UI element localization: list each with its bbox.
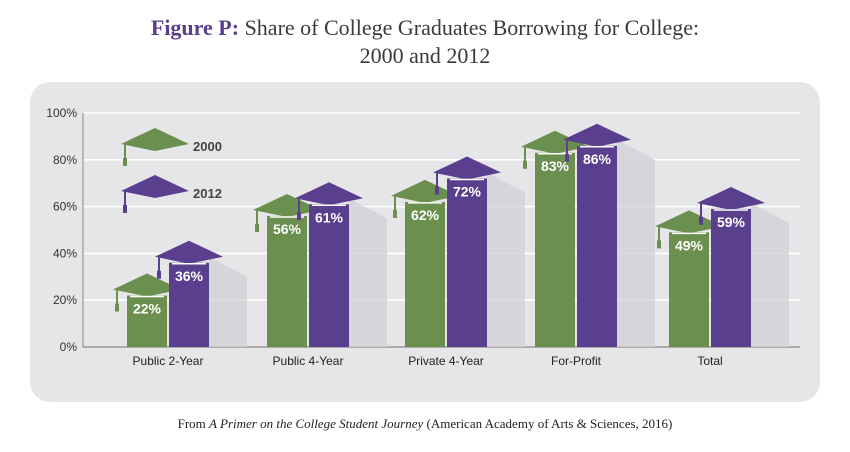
bar-2012-1 bbox=[309, 204, 349, 347]
y-tick-label: 100% bbox=[46, 106, 77, 120]
data-label: 83% bbox=[541, 158, 570, 174]
graduation-cap-icon bbox=[155, 240, 223, 279]
data-label: 61% bbox=[315, 209, 344, 225]
x-tick-label: Total bbox=[697, 354, 722, 368]
source-title: A Primer on the College Student Journey bbox=[209, 416, 424, 431]
bar-2000-0 bbox=[127, 295, 167, 347]
title-text: Share of College Graduates Borrowing for… bbox=[244, 15, 700, 40]
bar-2000-3 bbox=[535, 152, 575, 347]
data-label: 22% bbox=[133, 301, 162, 317]
source-publisher: (American Academy of Arts & Sciences, 20… bbox=[426, 416, 673, 431]
title-line-1: Figure P: Share of College Graduates Bor… bbox=[0, 14, 850, 42]
bar-shadow bbox=[617, 139, 655, 347]
data-label: 56% bbox=[273, 221, 302, 237]
bar-2012-2 bbox=[447, 178, 487, 347]
graduation-cap-icon bbox=[295, 182, 363, 221]
bar-shadow bbox=[349, 198, 387, 347]
graduation-cap-icon bbox=[521, 130, 589, 169]
graduation-cap-icon bbox=[655, 210, 723, 249]
data-label: 72% bbox=[453, 184, 482, 200]
x-tick-label: For-Profit bbox=[551, 354, 602, 368]
graduation-cap-icon bbox=[253, 193, 321, 232]
y-tick-label: 20% bbox=[53, 293, 77, 307]
y-tick-label: 40% bbox=[53, 246, 77, 260]
bar-2000-2 bbox=[405, 201, 445, 347]
figure-label: Figure P: bbox=[150, 15, 240, 40]
data-label: 49% bbox=[675, 237, 704, 253]
chart-title: Figure P: Share of College Graduates Bor… bbox=[0, 14, 850, 70]
bar-shadow bbox=[751, 202, 789, 347]
bar-2000-1 bbox=[267, 215, 307, 347]
data-label: 36% bbox=[175, 268, 204, 284]
x-tick-label: Public 4-Year bbox=[273, 354, 344, 368]
legend-label: 2012 bbox=[193, 186, 222, 201]
graduation-cap-icon bbox=[391, 179, 459, 218]
graduation-cap-icon bbox=[433, 156, 501, 195]
data-label: 62% bbox=[411, 207, 440, 223]
x-tick-label: Private 4-Year bbox=[408, 354, 484, 368]
title-line-2: 2000 and 2012 bbox=[359, 43, 491, 68]
graduation-cap-icon bbox=[697, 186, 765, 225]
x-tick-label: Public 2-Year bbox=[133, 354, 204, 368]
source-note: From A Primer on the College Student Jou… bbox=[0, 416, 850, 432]
legend-cap-icon bbox=[121, 175, 189, 213]
legend-label: 2000 bbox=[193, 139, 222, 154]
bar-2012-0 bbox=[169, 262, 209, 347]
bar-shadow bbox=[487, 172, 525, 347]
bar-shadow bbox=[209, 256, 247, 347]
y-tick-label: 80% bbox=[53, 153, 77, 167]
graduation-cap-icon bbox=[113, 273, 181, 312]
data-label: 86% bbox=[583, 151, 612, 167]
source-prefix: From bbox=[177, 416, 206, 431]
legend-cap-icon bbox=[121, 128, 189, 166]
y-tick-label: 60% bbox=[53, 200, 77, 214]
bar-2012-4 bbox=[711, 208, 751, 347]
bar-2000-4 bbox=[669, 232, 709, 347]
y-tick-label: 0% bbox=[60, 340, 78, 354]
graduation-cap-icon bbox=[563, 123, 631, 162]
bar-2012-3 bbox=[577, 145, 617, 347]
data-label: 59% bbox=[717, 214, 746, 230]
